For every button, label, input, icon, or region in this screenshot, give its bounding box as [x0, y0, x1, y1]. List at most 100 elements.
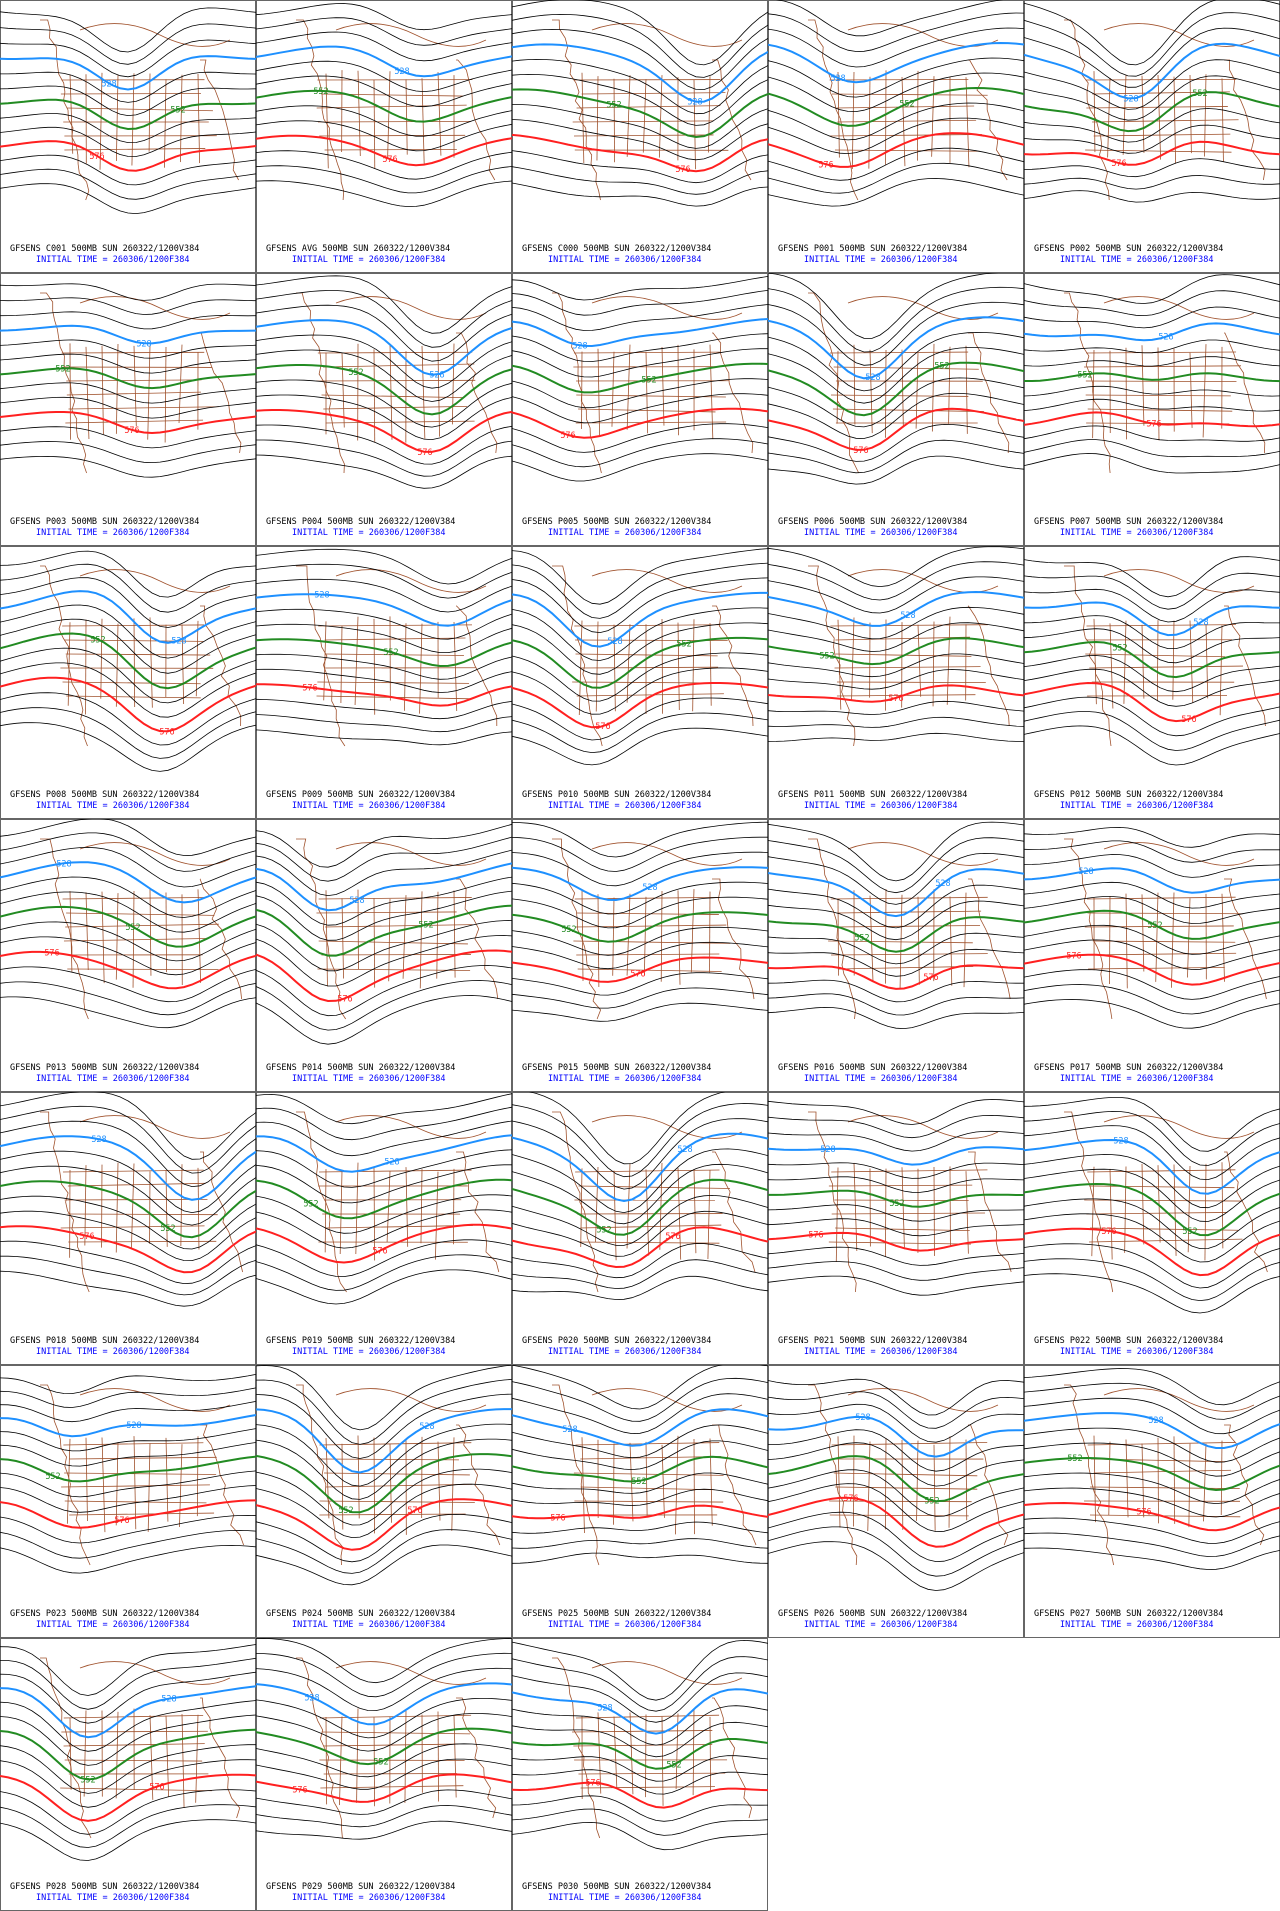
coastline — [1224, 332, 1266, 454]
state-line — [323, 621, 327, 701]
height-contour — [768, 669, 1024, 690]
state-line — [933, 1444, 936, 1531]
height-contour — [512, 1424, 768, 1459]
canada — [847, 23, 999, 47]
height-contour — [256, 698, 512, 720]
coastline — [808, 1384, 858, 1566]
state-line — [596, 76, 599, 161]
contour-label: 576 — [630, 970, 645, 980]
panel-title: GFSENS P025 500MB SUN 260322/1200V384 — [522, 1609, 711, 1619]
contour-label: 576 — [124, 426, 139, 436]
height-contour — [512, 1226, 768, 1269]
state-line — [133, 618, 136, 707]
height-contour — [768, 27, 1024, 68]
height-contour — [0, 1180, 256, 1239]
height-contour — [1024, 190, 1280, 203]
height-contour — [256, 1544, 512, 1586]
canada — [79, 842, 231, 866]
canada — [847, 569, 999, 593]
initial-time: INITIAL TIME = 260306/1200F384 — [548, 255, 702, 265]
height-contour — [1024, 356, 1280, 367]
state-line — [946, 616, 951, 705]
height-contour — [256, 1758, 512, 1790]
height-contour — [256, 1743, 512, 1778]
height-contour — [1024, 1517, 1280, 1544]
contour-label: 552 — [338, 1506, 353, 1516]
panel-title: GFSENS P002 500MB SUN 260322/1200V384 — [1034, 244, 1223, 254]
height-contour — [768, 162, 1024, 194]
coastline — [200, 1151, 243, 1273]
height-contour — [512, 393, 768, 424]
height-contour — [512, 43, 768, 103]
height-contour — [768, 1403, 1024, 1443]
state-line — [828, 134, 982, 137]
initial-time: INITIAL TIME = 260306/1200F384 — [292, 528, 446, 538]
map-panel: 528 552 576 GFSENS P007 500MB SUN 260322/12… — [1024, 273, 1280, 546]
state-line — [1089, 1227, 1239, 1231]
state-line — [932, 621, 935, 707]
height-contour — [512, 941, 768, 970]
initial-time: INITIAL TIME = 260306/1200F384 — [548, 528, 702, 538]
initial-time: INITIAL TIME = 260306/1200F384 — [1060, 528, 1214, 538]
state-line — [149, 889, 152, 976]
height-contour — [768, 361, 1024, 417]
height-contour — [1024, 453, 1280, 474]
state-line — [931, 343, 935, 432]
height-contour — [256, 608, 512, 640]
contour-label: 528 — [136, 339, 151, 349]
height-contour — [256, 714, 512, 733]
state-line — [1087, 1442, 1236, 1446]
state-line — [404, 623, 407, 711]
contour-label: 528 — [820, 1145, 835, 1155]
state-line — [64, 1759, 203, 1762]
height-contour — [256, 623, 512, 653]
height-contour — [768, 1496, 1024, 1548]
height-contour — [0, 1210, 256, 1262]
height-contour — [0, 707, 256, 759]
state-line — [1087, 912, 1244, 915]
coastline — [200, 1697, 241, 1819]
height-contour — [1024, 939, 1280, 970]
height-contour — [0, 1165, 256, 1226]
coastline — [712, 1424, 757, 1546]
state-line — [404, 1711, 407, 1803]
height-contour — [1024, 1110, 1280, 1166]
state-line — [149, 617, 153, 708]
height-contour — [256, 1209, 512, 1249]
contour-label: 552 — [1112, 643, 1127, 653]
coastline — [456, 332, 498, 454]
height-contour — [768, 979, 1024, 1003]
height-contour — [256, 1468, 512, 1526]
height-contour — [512, 423, 768, 453]
coastline — [712, 1151, 756, 1273]
state-line — [829, 79, 969, 81]
height-contour — [512, 407, 768, 439]
height-contour — [0, 647, 256, 704]
map-panel: 528 552 576 GFSENS P015 500MB SUN 260322/12… — [512, 819, 768, 1092]
state-line — [884, 1438, 887, 1530]
panel-border — [0, 819, 256, 1092]
state-line — [1189, 75, 1192, 154]
height-contour — [1024, 42, 1280, 100]
contour-label: 552 — [676, 640, 691, 650]
state-line — [99, 72, 103, 170]
height-contour — [768, 72, 1024, 113]
canada — [1103, 23, 1255, 47]
contour-label: 576 — [818, 160, 833, 170]
state-line — [316, 104, 467, 109]
height-contour — [256, 653, 512, 680]
height-contour — [256, 1134, 512, 1173]
caption-bg — [769, 509, 1023, 545]
height-contour — [512, 1377, 768, 1422]
height-contour — [256, 409, 512, 453]
contour-label: 576 — [1066, 952, 1081, 962]
map-panel: 528 552 576 GFSENS P005 500MB SUN 260322/12… — [512, 273, 768, 546]
height-contour — [768, 948, 1024, 977]
height-contour — [512, 1755, 768, 1782]
height-contour — [256, 334, 512, 389]
height-contour — [512, 926, 768, 956]
height-contour — [1024, 1097, 1280, 1152]
coastline — [968, 1424, 1009, 1546]
height-contour — [1024, 628, 1280, 664]
height-contour — [768, 102, 1024, 141]
